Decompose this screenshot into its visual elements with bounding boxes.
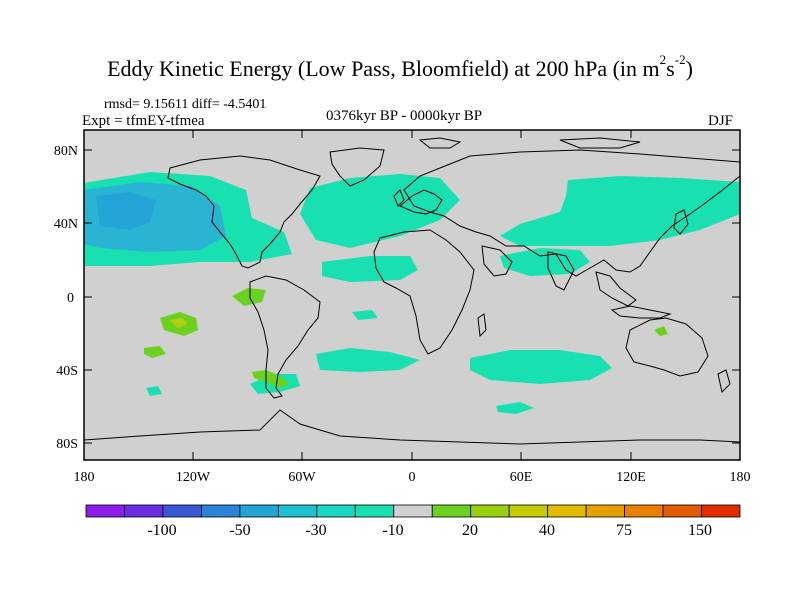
x-tick-label: 180 bbox=[730, 470, 751, 485]
colorbar-swatch bbox=[662, 504, 702, 518]
colorbar-label: 75 bbox=[616, 522, 632, 539]
arabia-outline bbox=[481, 245, 513, 277]
south-pacific-anomaly-1 bbox=[146, 386, 162, 396]
arctic-islands-outline bbox=[418, 137, 641, 149]
colorbar-swatch bbox=[508, 504, 549, 518]
atlantic-subtropic-anomaly bbox=[322, 256, 418, 282]
plot-title: Eddy Kinetic Energy (Low Pass, Bloomfiel… bbox=[107, 52, 693, 81]
southeast-asia-outline bbox=[595, 271, 637, 307]
anomaly-field bbox=[84, 172, 740, 414]
south-indian-anomaly bbox=[470, 350, 612, 384]
stats-label: rmsd= 9.15611 diff= -4.5401 bbox=[104, 97, 267, 112]
colorbar-swatch bbox=[701, 504, 741, 518]
australia-outline bbox=[625, 317, 709, 377]
x-tick-label: 120W bbox=[176, 470, 211, 485]
asia-south-anomaly bbox=[500, 248, 590, 276]
colorbar-label: -50 bbox=[229, 522, 250, 539]
colorbar-label: -100 bbox=[147, 522, 176, 539]
y-tick-label: 40N bbox=[54, 217, 78, 232]
colorbar-labels: -100 -50 -30 -10 20 40 75 150 bbox=[147, 522, 712, 539]
new-zealand-outline bbox=[717, 369, 731, 393]
north-america-outline bbox=[167, 155, 321, 269]
africa-outline bbox=[373, 229, 475, 355]
colorbar-label: 40 bbox=[539, 522, 555, 539]
colorbar-swatch bbox=[393, 504, 433, 518]
south-pacific-positive-2 bbox=[144, 346, 166, 358]
x-tick-label: 180 bbox=[74, 470, 95, 485]
north-pacific-core-inner bbox=[96, 192, 156, 230]
y-axis-labels: 80N 40N 0 40S 80S bbox=[54, 144, 78, 452]
colorbar-swatch bbox=[624, 504, 664, 518]
colorbar-label: 150 bbox=[688, 522, 712, 539]
asia-north-anomaly bbox=[500, 176, 740, 246]
europe-outline bbox=[399, 189, 443, 215]
y-tick-label: 40S bbox=[56, 364, 78, 379]
colorbar-swatch bbox=[470, 504, 510, 518]
season-label: DJF bbox=[708, 113, 734, 129]
colorbar-swatch bbox=[162, 504, 202, 518]
colorbar-swatch bbox=[277, 504, 318, 518]
x-axis-labels: 180 120W 60W 0 60E 120E 180 bbox=[74, 470, 751, 485]
x-tick-label: 120E bbox=[616, 470, 646, 485]
colorbar-swatch bbox=[431, 504, 472, 518]
x-tick-label: 0 bbox=[409, 470, 416, 485]
experiment-label: Expt = tfmEY-tfmea bbox=[82, 113, 205, 129]
colorbar-swatch bbox=[354, 504, 395, 518]
south-pacific-positive-core bbox=[170, 318, 188, 328]
south-indian-anomaly-2 bbox=[496, 402, 534, 414]
australia-positive bbox=[654, 326, 668, 336]
japan-outline bbox=[673, 209, 689, 235]
indonesia-outline bbox=[610, 305, 672, 319]
colorbar-swatch bbox=[316, 504, 356, 518]
period-label: 0376kyr BP - 0000kyr BP bbox=[326, 108, 483, 124]
axis-ticks bbox=[83, 130, 741, 460]
y-tick-label: 0 bbox=[67, 291, 74, 306]
colorbar-label: 20 bbox=[462, 522, 478, 539]
colorbar-swatch bbox=[85, 504, 125, 518]
colorbar-swatch bbox=[201, 504, 241, 518]
madagascar-outline bbox=[477, 313, 487, 338]
coastlines bbox=[84, 137, 740, 445]
colorbar bbox=[85, 504, 741, 518]
colorbar-swatch bbox=[124, 504, 164, 518]
british-isles-outline bbox=[393, 189, 405, 207]
x-tick-label: 60E bbox=[510, 470, 533, 485]
colorbar-label: -30 bbox=[305, 522, 326, 539]
india-outline bbox=[547, 251, 575, 291]
colorbar-swatch bbox=[585, 504, 625, 518]
south-pacific-anomaly-2 bbox=[352, 310, 378, 320]
colorbar-swatch bbox=[239, 504, 279, 518]
antarctica-outline bbox=[84, 409, 740, 445]
y-tick-label: 80S bbox=[56, 437, 78, 452]
greenland-outline bbox=[329, 147, 385, 187]
east-asia-anomaly bbox=[736, 186, 740, 210]
colorbar-swatch bbox=[547, 504, 587, 518]
x-tick-label: 60W bbox=[288, 470, 316, 485]
y-tick-label: 80N bbox=[54, 144, 78, 159]
south-atlantic-anomaly bbox=[316, 348, 420, 372]
south-america-outline bbox=[249, 275, 321, 399]
patagonia-positive bbox=[252, 370, 290, 388]
tropical-pacific-positive bbox=[232, 288, 266, 306]
eurasia-outline bbox=[403, 149, 740, 277]
colorbar-label: -10 bbox=[382, 522, 403, 539]
